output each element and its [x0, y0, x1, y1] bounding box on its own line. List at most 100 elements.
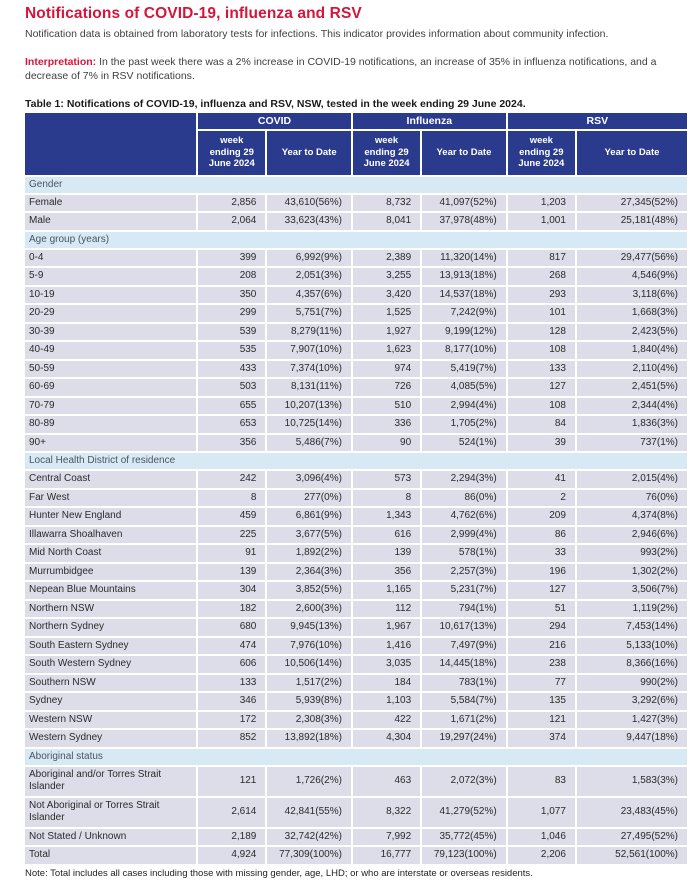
cell-value: 112	[352, 600, 421, 618]
cell-value: 3,035	[352, 656, 421, 673]
table-row: 10-19 350 4,357(6%) 3,420 14,537(18%) 293 3,11…	[25, 286, 687, 304]
table-row: Not Stated / Unknown 2,189 32,742(42%) 7,99…	[25, 828, 687, 846]
cell-value: 84	[507, 416, 575, 433]
cell-value: 121	[507, 711, 575, 729]
row-label: Hunter New England	[25, 508, 197, 525]
row-label: 40-49	[25, 342, 197, 359]
interpretation-paragraph: Interpretation: In the past week there w…	[25, 55, 670, 83]
cell-value: 108	[507, 397, 575, 415]
cell-value: 1,892(2%)	[267, 545, 351, 562]
cell-value: 1,343	[352, 508, 421, 525]
cell-value: 4,762(6%)	[422, 508, 506, 525]
cell-value: 7,907(10%)	[267, 342, 351, 359]
cell-value: 86(0%)	[422, 489, 506, 507]
cell-value: 817	[507, 249, 575, 267]
table-row: Female 2,856 43,610(56%) 8,732 41,097(52%) 1,…	[25, 194, 687, 212]
column-group-influenza: Influenza	[352, 112, 506, 129]
cell-value: 7,242(9%)	[422, 305, 506, 322]
cell-value: 209	[507, 508, 575, 525]
row-label: Not Stated / Unknown	[25, 828, 197, 846]
cell-value: 680	[198, 619, 266, 636]
cell-value: 2,110(4%)	[576, 360, 687, 378]
cell-value: 3,677(5%)	[267, 526, 351, 544]
table-row: 20-29 299 5,751(7%) 1,525 7,242(9%) 101 1,668(…	[25, 305, 687, 322]
row-label: 0-4	[25, 249, 197, 267]
cell-value: 346	[198, 693, 266, 710]
cell-value: 16,777	[352, 847, 421, 864]
cell-value: 737(1%)	[576, 434, 687, 452]
cell-value: 121	[198, 766, 266, 796]
cell-value: 4,357(6%)	[267, 286, 351, 304]
table-row: Nepean Blue Mountains 304 3,852(5%) 1,165 5,…	[25, 582, 687, 599]
cell-value: 2	[507, 489, 575, 507]
row-label: Western NSW	[25, 711, 197, 729]
cell-value: 10,617(13%)	[422, 619, 506, 636]
cell-value: 238	[507, 656, 575, 673]
cell-value: 13,892(18%)	[267, 730, 351, 747]
cell-value: 182	[198, 600, 266, 618]
cell-value: 91	[198, 545, 266, 562]
row-label: 60-69	[25, 379, 197, 396]
cell-value: 5,751(7%)	[267, 305, 351, 322]
cell-value: 7,497(9%)	[422, 637, 506, 655]
cell-value: 356	[352, 563, 421, 581]
cell-value: 83	[507, 766, 575, 796]
table-row: 5-9 208 2,051(3%) 3,255 13,913(18%) 268 4,546(…	[25, 268, 687, 285]
cell-value: 616	[352, 526, 421, 544]
cell-value: 7,453(14%)	[576, 619, 687, 636]
cell-value: 9,199(12%)	[422, 323, 506, 341]
cell-value: 2,614	[198, 797, 266, 827]
cell-value: 374	[507, 730, 575, 747]
row-label: Far West	[25, 489, 197, 507]
section-label: Aboriginal status	[25, 748, 687, 765]
cell-value: 32,742(42%)	[267, 828, 351, 846]
cell-value: 1,165	[352, 582, 421, 599]
cell-value: 6,861(9%)	[267, 508, 351, 525]
section-row: Gender	[25, 176, 687, 193]
cell-value: 4,374(8%)	[576, 508, 687, 525]
cell-value: 86	[507, 526, 575, 544]
cell-value: 293	[507, 286, 575, 304]
rsv-week-header: week ending 29 June 2024	[507, 130, 575, 175]
cell-value: 77	[507, 674, 575, 692]
cell-value: 10,207(13%)	[267, 397, 351, 415]
column-group-rsv: RSV	[507, 112, 687, 129]
table-row: 40-49 535 7,907(10%) 1,623 8,177(10%) 108 1,84…	[25, 342, 687, 359]
table-row: 0-4 399 6,992(9%) 2,389 11,320(14%) 817 29,477…	[25, 249, 687, 267]
cell-value: 13,913(18%)	[422, 268, 506, 285]
cell-value: 3,118(6%)	[576, 286, 687, 304]
cell-value: 503	[198, 379, 266, 396]
interpretation-label: Interpretation:	[25, 56, 97, 69]
cell-value: 139	[352, 545, 421, 562]
cell-value: 1,302(2%)	[576, 563, 687, 581]
cell-value: 5,419(7%)	[422, 360, 506, 378]
cell-value: 8,366(16%)	[576, 656, 687, 673]
row-label: Total	[25, 847, 197, 864]
cell-value: 1,001	[507, 213, 575, 230]
cell-value: 2,364(3%)	[267, 563, 351, 581]
cell-value: 8,131(11%)	[267, 379, 351, 396]
cell-value: 422	[352, 711, 421, 729]
cell-value: 1,927	[352, 323, 421, 341]
cell-value: 4,924	[198, 847, 266, 864]
cell-value: 133	[198, 674, 266, 692]
cell-value: 5,231(7%)	[422, 582, 506, 599]
page-title: Notifications of COVID-19, influenza and…	[25, 5, 362, 22]
cell-value: 4,085(5%)	[422, 379, 506, 396]
table-row: 60-69 503 8,131(11%) 726 4,085(5%) 127 2,451(5…	[25, 379, 687, 396]
cell-value: 135	[507, 693, 575, 710]
cell-value: 128	[507, 323, 575, 341]
cell-value: 277(0%)	[267, 489, 351, 507]
cell-value: 33,623(43%)	[267, 213, 351, 230]
sub-header-row: week ending 29 June 2024 Year to Date we…	[25, 130, 687, 175]
row-label: Northern Sydney	[25, 619, 197, 636]
table-row: Southern NSW 133 1,517(2%) 184 783(1%) 77 990(…	[25, 674, 687, 692]
cell-value: 51	[507, 600, 575, 618]
table-row: Northern NSW 182 2,600(3%) 112 794(1%) 51 1,11…	[25, 600, 687, 618]
cell-value: 5,486(7%)	[267, 434, 351, 452]
cell-value: 14,445(18%)	[422, 656, 506, 673]
cell-value: 3,420	[352, 286, 421, 304]
cell-value: 1,967	[352, 619, 421, 636]
cell-value: 10,506(14%)	[267, 656, 351, 673]
cell-value: 8	[198, 489, 266, 507]
